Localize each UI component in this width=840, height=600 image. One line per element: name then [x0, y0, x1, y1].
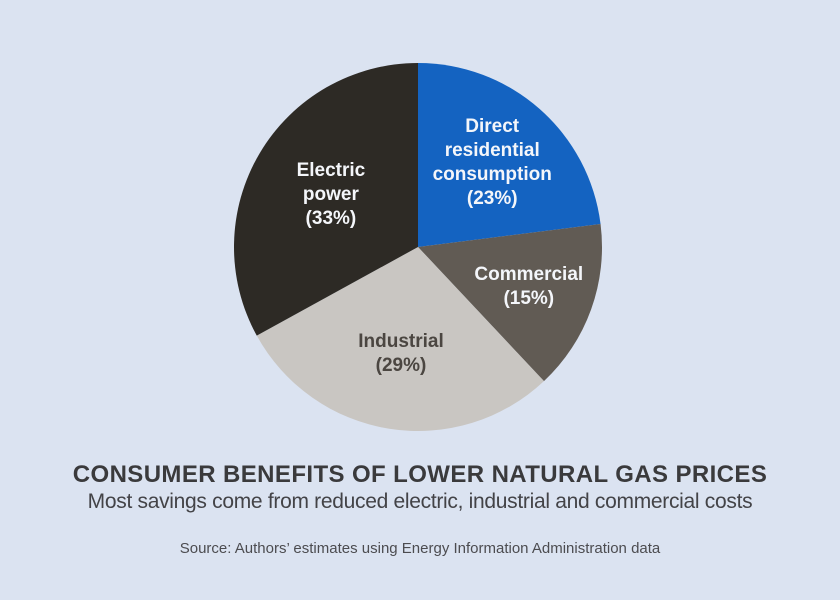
chart-source: Source: Authors’ estimates using Energy …: [179, 540, 661, 557]
pie-slice-commercial: [418, 223, 603, 382]
pie-slices-group: [234, 63, 603, 432]
chart-subtitle: Most savings come from reduced electric,…: [87, 490, 753, 513]
pie-slice-industrial: [256, 247, 544, 432]
chart-title: CONSUMER BENEFITS OF LOWER NATURAL GAS P…: [72, 461, 768, 488]
pie-chart: [234, 63, 603, 432]
pie-slice-electric-power: [234, 63, 418, 336]
pie-slice-direct-residential-consumption: [418, 63, 601, 247]
